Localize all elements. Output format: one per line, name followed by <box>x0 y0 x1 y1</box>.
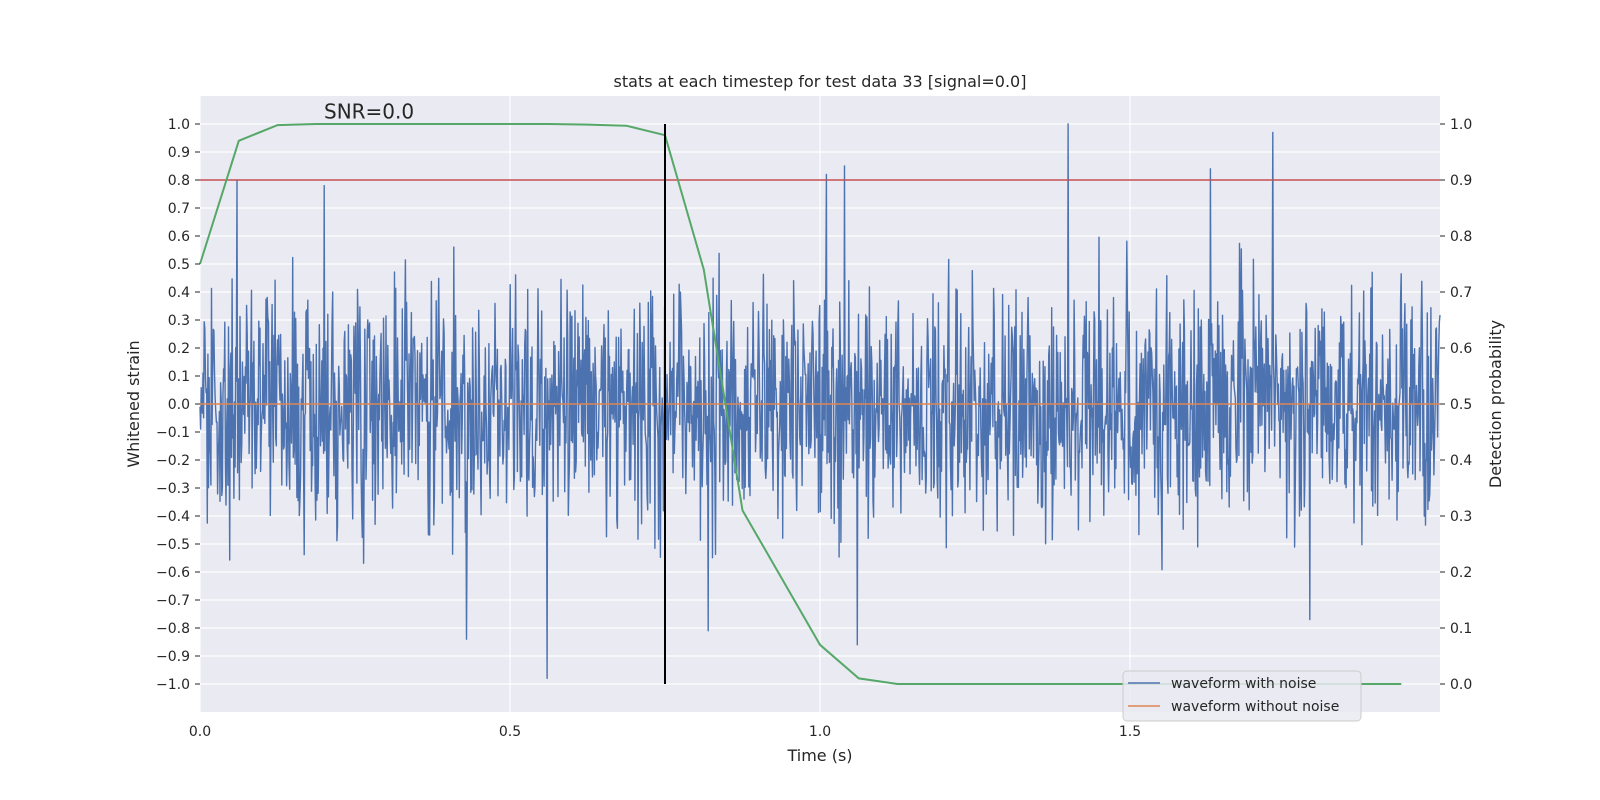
y-ticks: 1.0 0.9 0.8 0.7 0.6 0.5 0.4 0.3 0.2 0.1 0.0 −0.1 −0.… <box>156 117 200 693</box>
y-tick-label: −0.5 <box>156 537 190 553</box>
y-tick-label: −1.0 <box>156 677 190 693</box>
legend-label-clean: waveform without noise <box>1171 699 1339 715</box>
series-waveform-with-noise <box>199 123 1441 680</box>
x-tick-label: 1.0 <box>809 724 831 740</box>
y-tick-label: 0.7 <box>168 201 190 217</box>
y-tick-label: 0.5 <box>168 257 190 273</box>
x-axis-label: Time (s) <box>786 746 852 765</box>
y-axis-label: Whitened strain <box>124 340 143 467</box>
y-tick-label: −0.7 <box>156 593 190 609</box>
y-tick-label: 0.4 <box>168 285 190 301</box>
y-tick-label: −0.9 <box>156 649 190 665</box>
legend-label-noisy: waveform with noise <box>1171 676 1316 692</box>
y2-ticks: 1.0 0.9 0.8 0.7 0.6 0.5 0.4 0.3 0.2 0.1 0.0 <box>1440 117 1472 693</box>
y-tick-label: −0.1 <box>156 425 190 441</box>
y-tick-label: −0.6 <box>156 565 190 581</box>
y2-tick-label: 0.4 <box>1450 453 1472 469</box>
y-tick-label: 0.2 <box>168 341 190 357</box>
y-tick-label: 0.3 <box>168 313 190 329</box>
x-tick-label: 0.5 <box>499 724 521 740</box>
y-tick-label: 1.0 <box>168 117 190 133</box>
y-tick-label: −0.4 <box>156 509 190 525</box>
y2-tick-label: 0.2 <box>1450 565 1472 581</box>
y2-tick-label: 0.5 <box>1450 397 1472 413</box>
y-tick-label: 0.9 <box>168 145 190 161</box>
y2-tick-label: 0.6 <box>1450 341 1472 357</box>
y2-tick-label: 1.0 <box>1450 117 1472 133</box>
y-tick-label: 0.6 <box>168 229 190 245</box>
y-tick-label: 0.0 <box>168 397 190 413</box>
y2-axis-label: Detection probability <box>1486 320 1505 488</box>
chart-title: stats at each timestep for test data 33 … <box>614 72 1027 91</box>
y-tick-label: −0.3 <box>156 481 190 497</box>
x-tick-label: 1.5 <box>1119 724 1141 740</box>
y-tick-label: −0.2 <box>156 453 190 469</box>
y2-tick-label: 0.3 <box>1450 509 1472 525</box>
x-tick-label: 0.0 <box>189 724 211 740</box>
y2-tick-label: 0.8 <box>1450 229 1472 245</box>
series-layer <box>199 123 1441 685</box>
snr-annotation: SNR=0.0 <box>324 99 414 123</box>
legend-box <box>1122 670 1362 722</box>
y-tick-label: 0.1 <box>168 369 190 385</box>
y2-tick-label: 0.0 <box>1450 677 1472 693</box>
y2-tick-label: 0.9 <box>1450 173 1472 189</box>
y2-tick-label: 0.1 <box>1450 621 1472 637</box>
y2-tick-label: 0.7 <box>1450 285 1472 301</box>
y-tick-label: −0.8 <box>156 621 190 637</box>
y-tick-label: 0.8 <box>168 173 190 189</box>
legend: waveform with noise waveform without noi… <box>1122 670 1362 722</box>
x-ticks: 0.0 0.5 1.0 1.5 <box>189 724 1141 740</box>
